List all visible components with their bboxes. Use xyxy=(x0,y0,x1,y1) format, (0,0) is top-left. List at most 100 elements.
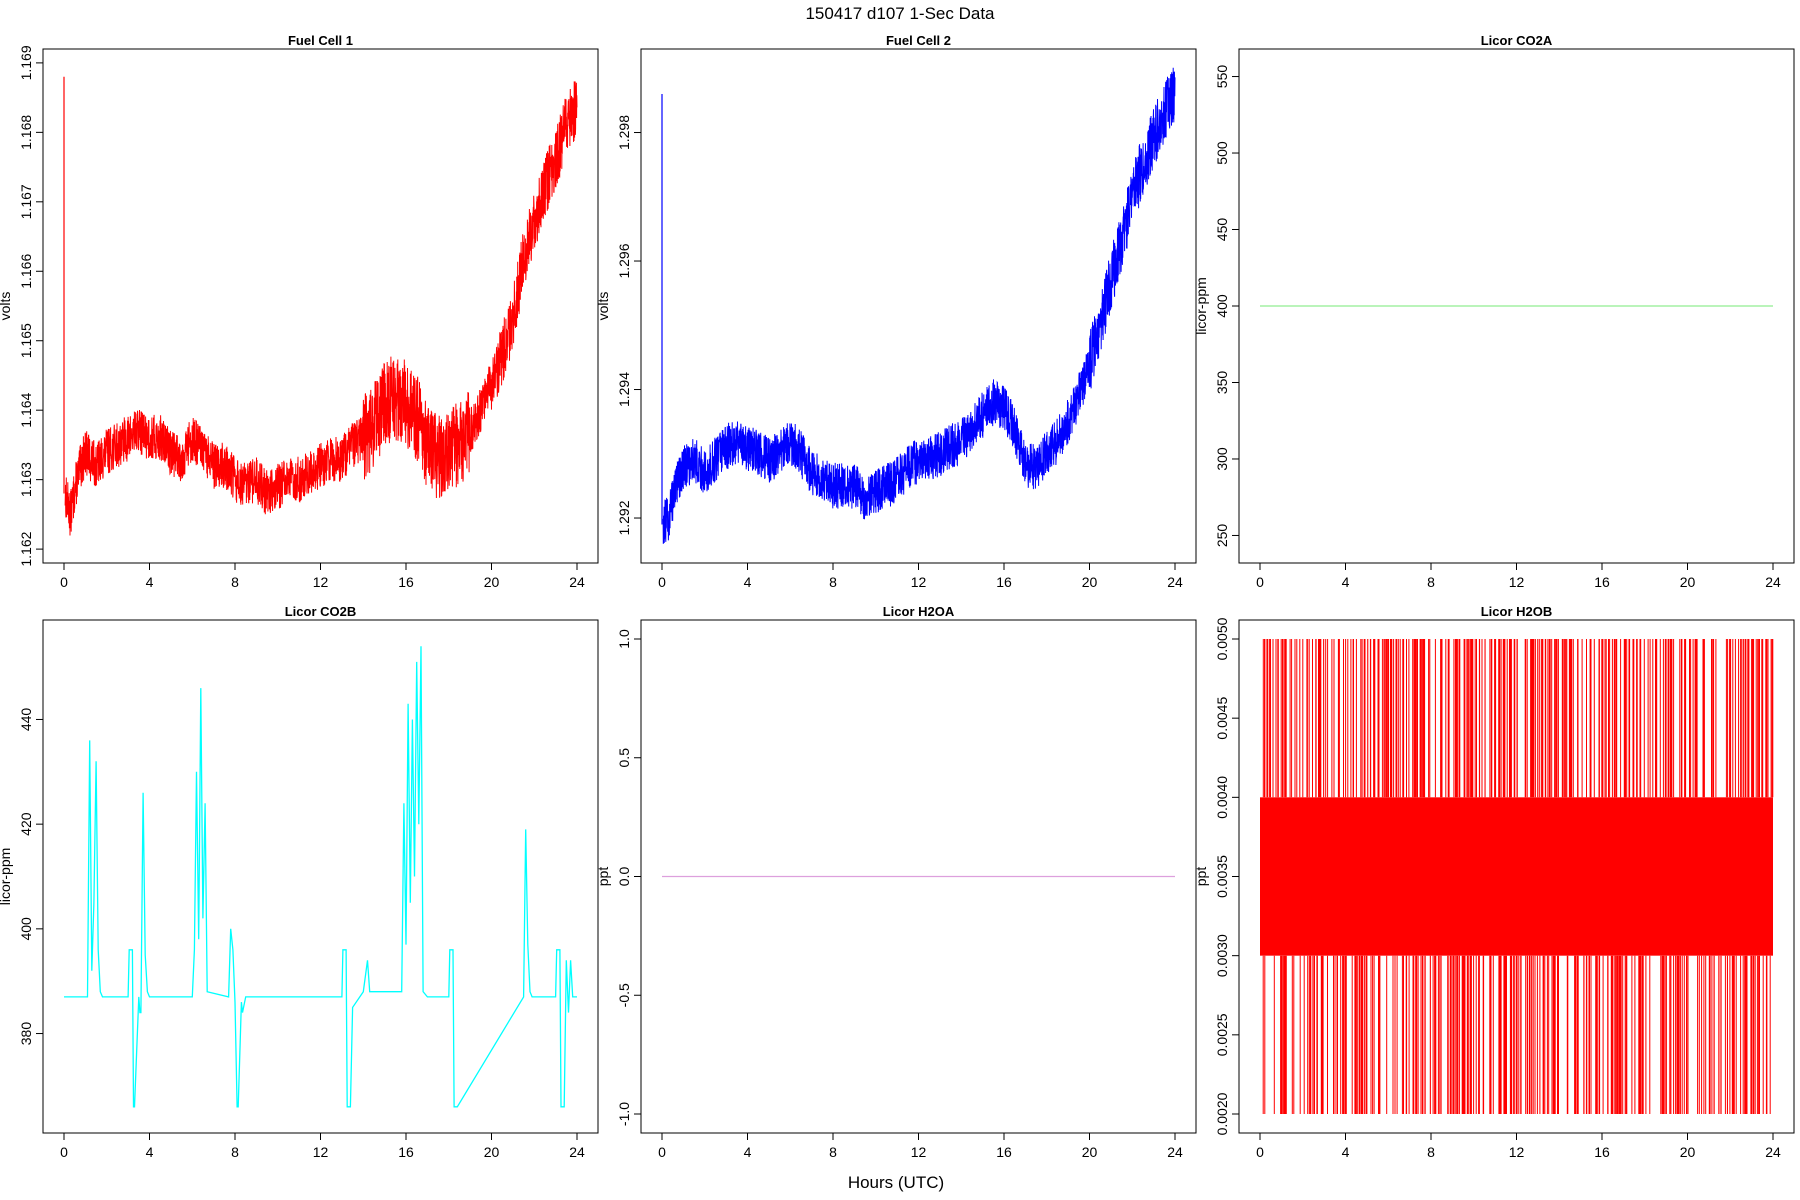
x-tick-label: 8 xyxy=(231,1144,239,1160)
y-tick-label: 0.0025 xyxy=(1214,1013,1230,1056)
x-tick-label: 4 xyxy=(1342,1144,1350,1160)
y-tick-label: 0.0050 xyxy=(1214,617,1230,660)
y-tick-label: 1.162 xyxy=(18,531,34,566)
x-tick-label: 0 xyxy=(1256,574,1264,590)
x-axis: 0 4 8 12 16 20 24 xyxy=(60,562,585,590)
y-tick-label: 0.5 xyxy=(616,748,632,768)
y-axis-label: licor-ppm xyxy=(1193,277,1209,335)
x-tick-label: 24 xyxy=(569,574,585,590)
x-tick-label: 4 xyxy=(146,1144,154,1160)
y-tick-label: 1.294 xyxy=(616,372,632,407)
y-tick-label: 500 xyxy=(1214,141,1230,165)
y-tick-label: 1.0 xyxy=(616,629,632,649)
y-tick-label: 1.298 xyxy=(616,115,632,150)
y-axis: 1.292 1.294 1.296 1.298 xyxy=(616,115,642,536)
figure-x-label: Hours (UTC) xyxy=(848,1173,944,1192)
x-tick-label: 24 xyxy=(1167,1144,1183,1160)
y-tick-label: 350 xyxy=(1214,371,1230,395)
x-tick-label: 24 xyxy=(1765,1144,1781,1160)
x-tick-label: 8 xyxy=(1427,574,1435,590)
y-tick-label: 0.0030 xyxy=(1214,934,1230,977)
x-tick-label: 16 xyxy=(398,1144,414,1160)
y-tick-label: 0.0040 xyxy=(1214,776,1230,819)
series-line xyxy=(64,646,577,1108)
y-tick-label: 1.164 xyxy=(18,392,34,427)
y-tick-label: -0.5 xyxy=(616,983,632,1007)
series-line xyxy=(64,81,578,536)
x-tick-label: 4 xyxy=(744,1144,752,1160)
x-tick-label: 8 xyxy=(231,574,239,590)
plot-frame xyxy=(42,619,599,1134)
y-tick-label: 1.296 xyxy=(616,243,632,278)
x-tick-label: 8 xyxy=(829,574,837,590)
x-tick-label: 20 xyxy=(1680,574,1696,590)
y-tick-label: 420 xyxy=(18,812,34,836)
x-tick-label: 4 xyxy=(1342,574,1350,590)
y-axis: 0.0020 0.0025 0.0030 0.0035 0.0040 0.0045 0.00… xyxy=(1214,617,1240,1135)
x-tick-label: 20 xyxy=(484,1144,500,1160)
x-tick-label: 16 xyxy=(996,574,1012,590)
x-tick-label: 8 xyxy=(829,1144,837,1160)
series-spikes-up xyxy=(1262,639,1774,798)
x-tick-label: 0 xyxy=(1256,1144,1264,1160)
panel-title: Licor H2OB xyxy=(1481,604,1553,619)
panel-title: Licor CO2A xyxy=(1481,33,1553,48)
x-tick-label: 0 xyxy=(658,574,666,590)
series-area xyxy=(661,67,1176,544)
x-tick-label: 24 xyxy=(1765,574,1781,590)
y-tick-label: 1.166 xyxy=(18,254,34,289)
x-tick-label: 12 xyxy=(313,1144,329,1160)
y-tick-label: 1.167 xyxy=(18,184,34,219)
y-tick-label: 400 xyxy=(18,917,34,941)
x-tick-label: 12 xyxy=(1509,574,1525,590)
panel-3: Licor CO2A licor-ppm 0 4 8 12 16 20 24 250 300 350 4… xyxy=(1193,33,1795,590)
x-tick-label: 12 xyxy=(313,574,329,590)
x-tick-label: 0 xyxy=(658,1144,666,1160)
x-tick-label: 0 xyxy=(60,1144,68,1160)
y-tick-label: 380 xyxy=(18,1022,34,1046)
x-tick-label: 16 xyxy=(1594,1144,1610,1160)
y-axis: 380 400 420 440 xyxy=(18,708,44,1046)
x-tick-label: 24 xyxy=(1167,574,1183,590)
y-tick-label: 1.292 xyxy=(616,500,632,535)
figure-title: 150417 d107 1-Sec Data xyxy=(805,4,995,23)
y-tick-label: 450 xyxy=(1214,218,1230,242)
x-tick-label: 24 xyxy=(569,1144,585,1160)
panel-title: Licor H2OA xyxy=(883,604,955,619)
panel-5: Licor H2OA ppt 0 4 8 12 16 20 24 -1.0 -0.5 0.0 0.5 1.… xyxy=(595,604,1197,1160)
x-tick-label: 4 xyxy=(744,574,752,590)
y-axis-label: volts xyxy=(0,292,13,321)
y-tick-label: 1.165 xyxy=(18,323,34,358)
y-tick-label: 1.168 xyxy=(18,115,34,150)
x-axis: 0 4 8 12 16 20 24 xyxy=(658,562,1183,590)
y-tick-label: -1.0 xyxy=(616,1102,632,1126)
panel-title: Fuel Cell 1 xyxy=(288,33,353,48)
x-tick-label: 20 xyxy=(1082,1144,1098,1160)
x-axis: 0 4 8 12 16 20 24 xyxy=(658,1132,1183,1160)
y-axis-label: licor-ppm xyxy=(0,848,13,906)
y-tick-label: 550 xyxy=(1214,65,1230,89)
y-tick-label: 0.0020 xyxy=(1214,1092,1230,1135)
x-tick-label: 16 xyxy=(996,1144,1012,1160)
x-tick-label: 12 xyxy=(911,574,927,590)
x-tick-label: 16 xyxy=(398,574,414,590)
y-tick-label: 400 xyxy=(1214,294,1230,318)
y-axis-label: ppt xyxy=(595,867,611,887)
x-axis: 0 4 8 12 16 20 24 xyxy=(1256,1132,1781,1160)
y-axis-label: volts xyxy=(595,292,611,321)
y-tick-label: 300 xyxy=(1214,447,1230,471)
series-area xyxy=(64,646,577,1108)
x-tick-label: 12 xyxy=(1509,1144,1525,1160)
x-tick-label: 8 xyxy=(1427,1144,1435,1160)
y-tick-label: 1.169 xyxy=(18,45,34,80)
plot-frame xyxy=(640,48,1197,564)
series-area xyxy=(63,76,578,536)
x-axis: 0 4 8 12 16 20 24 xyxy=(1256,562,1781,590)
y-axis: -1.0 -0.5 0.0 0.5 1.0 xyxy=(616,629,642,1126)
y-axis: 1.162 1.163 1.164 1.165 1.166 1.167 1.168 1.169 xyxy=(18,45,44,567)
x-axis: 0 4 8 12 16 20 24 xyxy=(60,1132,585,1160)
